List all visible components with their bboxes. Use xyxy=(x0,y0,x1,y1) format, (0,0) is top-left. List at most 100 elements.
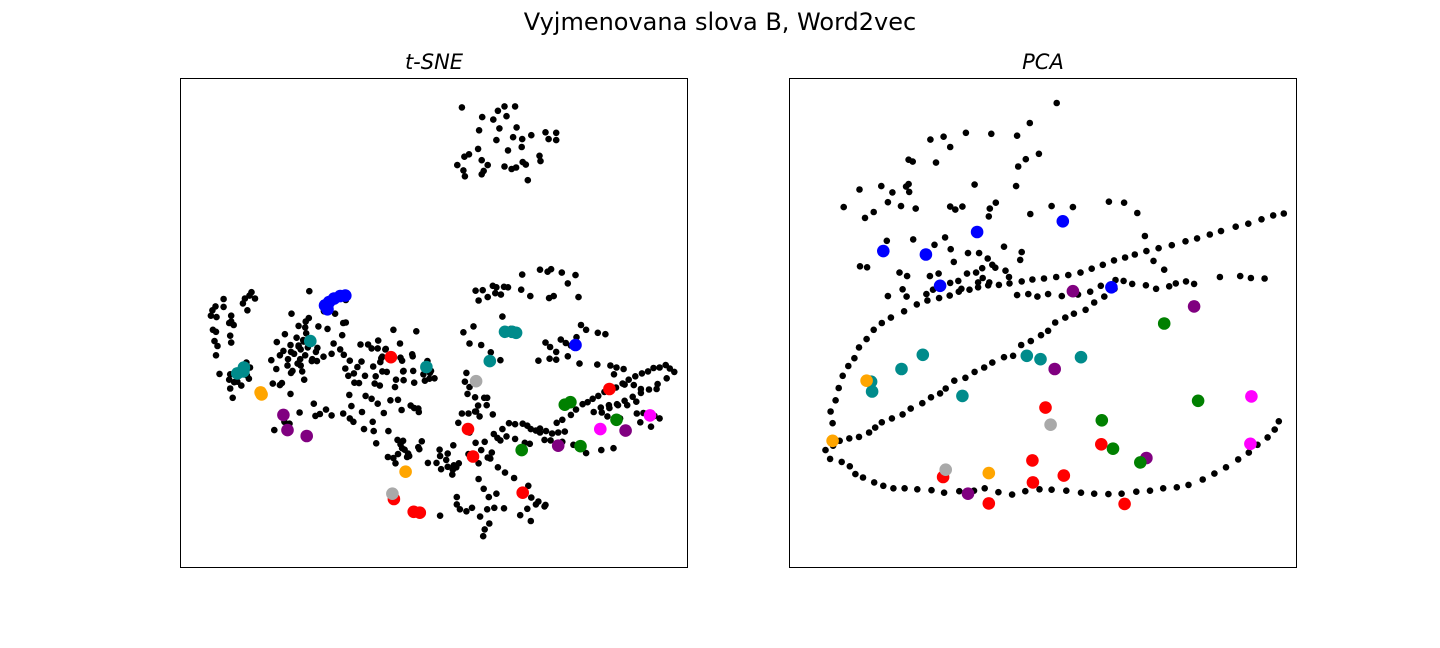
pca-point xyxy=(1185,481,1192,489)
tsne-point xyxy=(342,365,349,372)
pca-point xyxy=(909,236,917,243)
tsne-highlighted-point-teal xyxy=(237,361,251,374)
pca-point xyxy=(926,272,934,280)
tsne-point xyxy=(637,419,644,426)
tsne-point xyxy=(380,409,388,417)
pca-highlighted-point-red xyxy=(1118,497,1131,511)
tsne-point xyxy=(546,343,554,351)
pca-point xyxy=(1159,485,1167,492)
tsne-point xyxy=(610,444,617,452)
tsne-highlighted-point-teal xyxy=(483,354,497,368)
pca-highlighted-point-magenta xyxy=(1245,390,1258,403)
pca-point xyxy=(972,269,980,276)
tsne-point xyxy=(442,456,450,464)
tsne-point xyxy=(227,318,235,325)
pca-highlighted-point-purple xyxy=(1048,362,1061,376)
pca-point xyxy=(1245,220,1252,227)
tsne-highlighted-point-green xyxy=(574,439,587,453)
tsne-highlighted-point-red xyxy=(603,382,616,396)
tsne-point xyxy=(460,329,467,336)
pca-point xyxy=(1044,290,1052,298)
tsne-point xyxy=(547,265,555,273)
tsne-point xyxy=(464,390,471,398)
pca-point xyxy=(1271,426,1278,433)
tsne-point xyxy=(558,269,566,276)
pca-point xyxy=(1044,327,1052,335)
tsne-point xyxy=(399,368,407,375)
tsne-point xyxy=(410,379,418,387)
pca-point xyxy=(888,415,896,422)
pca-point xyxy=(995,488,1002,496)
pca-point xyxy=(1217,227,1225,235)
pca-point xyxy=(1069,203,1077,211)
pca-point xyxy=(870,326,877,334)
tsne-point xyxy=(546,355,553,363)
tsne-point xyxy=(358,358,365,365)
pca-point xyxy=(1141,232,1149,240)
pca-highlighted-point-orange xyxy=(860,374,873,388)
pca-highlighted-point-green xyxy=(1157,317,1171,330)
tsne-point xyxy=(575,293,582,301)
tsne-point xyxy=(645,386,653,393)
tsne-point xyxy=(370,427,378,435)
tsne-point xyxy=(465,410,472,417)
pca-point xyxy=(984,255,991,262)
tsne-point xyxy=(500,283,508,291)
pca-highlighted-point-green xyxy=(1191,394,1205,408)
pca-point xyxy=(840,203,847,211)
tsne-point xyxy=(305,314,313,322)
pca-point xyxy=(974,284,982,291)
pca-point xyxy=(1037,331,1045,339)
pca-point xyxy=(1182,278,1190,285)
tsne-point xyxy=(671,368,678,376)
pca-point xyxy=(905,156,912,163)
pca-point xyxy=(902,183,910,190)
pca-point xyxy=(1040,275,1048,282)
pca-point xyxy=(1152,285,1160,293)
tsne-point xyxy=(487,455,494,462)
tsne-point xyxy=(479,532,487,540)
tsne-point xyxy=(320,353,327,361)
tsne-point xyxy=(407,402,415,409)
pca-highlighted-point-gray xyxy=(1044,418,1057,432)
tsne-highlighted-point-blue xyxy=(321,303,334,316)
tsne-point xyxy=(213,313,220,321)
tsne-point xyxy=(483,394,491,402)
pca-highlighted-point-purple xyxy=(1066,284,1080,298)
pca-point xyxy=(1269,212,1277,219)
pca-highlighted-point-red xyxy=(1026,454,1039,467)
tsne-point xyxy=(398,406,405,414)
tsne-point xyxy=(499,425,506,433)
tsne-point xyxy=(647,423,655,431)
pca-point xyxy=(946,203,954,210)
pca-point xyxy=(1008,491,1016,498)
tsne-point xyxy=(503,433,510,440)
tsne-point xyxy=(486,520,493,527)
tsne-point xyxy=(463,369,470,377)
tsne-point xyxy=(491,504,498,512)
pca-point xyxy=(947,245,954,253)
tsne-highlighted-point-gray xyxy=(386,487,399,501)
tsne-point xyxy=(463,508,470,515)
tsne-point xyxy=(281,330,289,338)
pca-point xyxy=(936,390,944,397)
pca-point xyxy=(852,470,859,478)
pca-highlighted-point-purple xyxy=(1187,300,1201,313)
tsne-point xyxy=(650,364,657,372)
tsne-point xyxy=(312,348,320,356)
tsne-point xyxy=(527,517,535,525)
tsne-highlighted-point-blue xyxy=(569,338,582,352)
pca-point xyxy=(1036,486,1043,493)
pca-point xyxy=(878,182,885,190)
pca-point xyxy=(927,136,934,143)
tsne-point xyxy=(613,364,620,371)
tsne-point xyxy=(505,419,513,427)
tsne-point xyxy=(331,310,339,318)
tsne-point xyxy=(552,348,560,356)
tsne-point xyxy=(226,385,234,392)
tsne-point xyxy=(354,363,361,371)
tsne-point xyxy=(211,337,218,345)
tsne-point xyxy=(527,292,534,300)
tsne-point xyxy=(475,127,483,134)
pca-point xyxy=(1002,267,1009,275)
